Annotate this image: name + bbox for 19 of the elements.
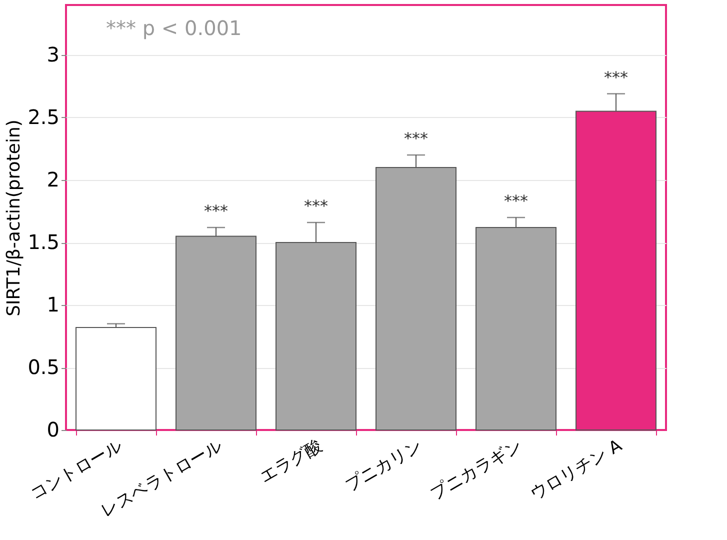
y-tick-label: 0 xyxy=(46,418,60,442)
annotation: *** xyxy=(204,202,228,220)
bar xyxy=(76,327,156,430)
y-tick-label: 2.5 xyxy=(28,105,60,129)
y-tick-label: 2 xyxy=(46,168,60,192)
x-tick-label: プニカラギン xyxy=(427,436,526,504)
y-tick-label: 0.5 xyxy=(28,355,60,379)
x-tick-label: エラグ酸 xyxy=(256,436,326,488)
y-tick-label: 1.5 xyxy=(28,230,60,254)
annotation: *** xyxy=(404,129,428,148)
y-tick-label: 1 xyxy=(46,292,60,316)
annotation: *** xyxy=(604,68,628,87)
x-tick-label: ウロリチン A xyxy=(527,436,626,504)
x-tick-label: プニカリン xyxy=(342,436,426,496)
y-axis-title: SIRT1/β-actin(protein) xyxy=(4,120,25,316)
annotation: *** xyxy=(304,196,328,216)
annotation: *** p < 0.001 xyxy=(106,16,242,40)
annotation: *** xyxy=(504,192,528,210)
y-tick-label: 3 xyxy=(46,42,60,66)
